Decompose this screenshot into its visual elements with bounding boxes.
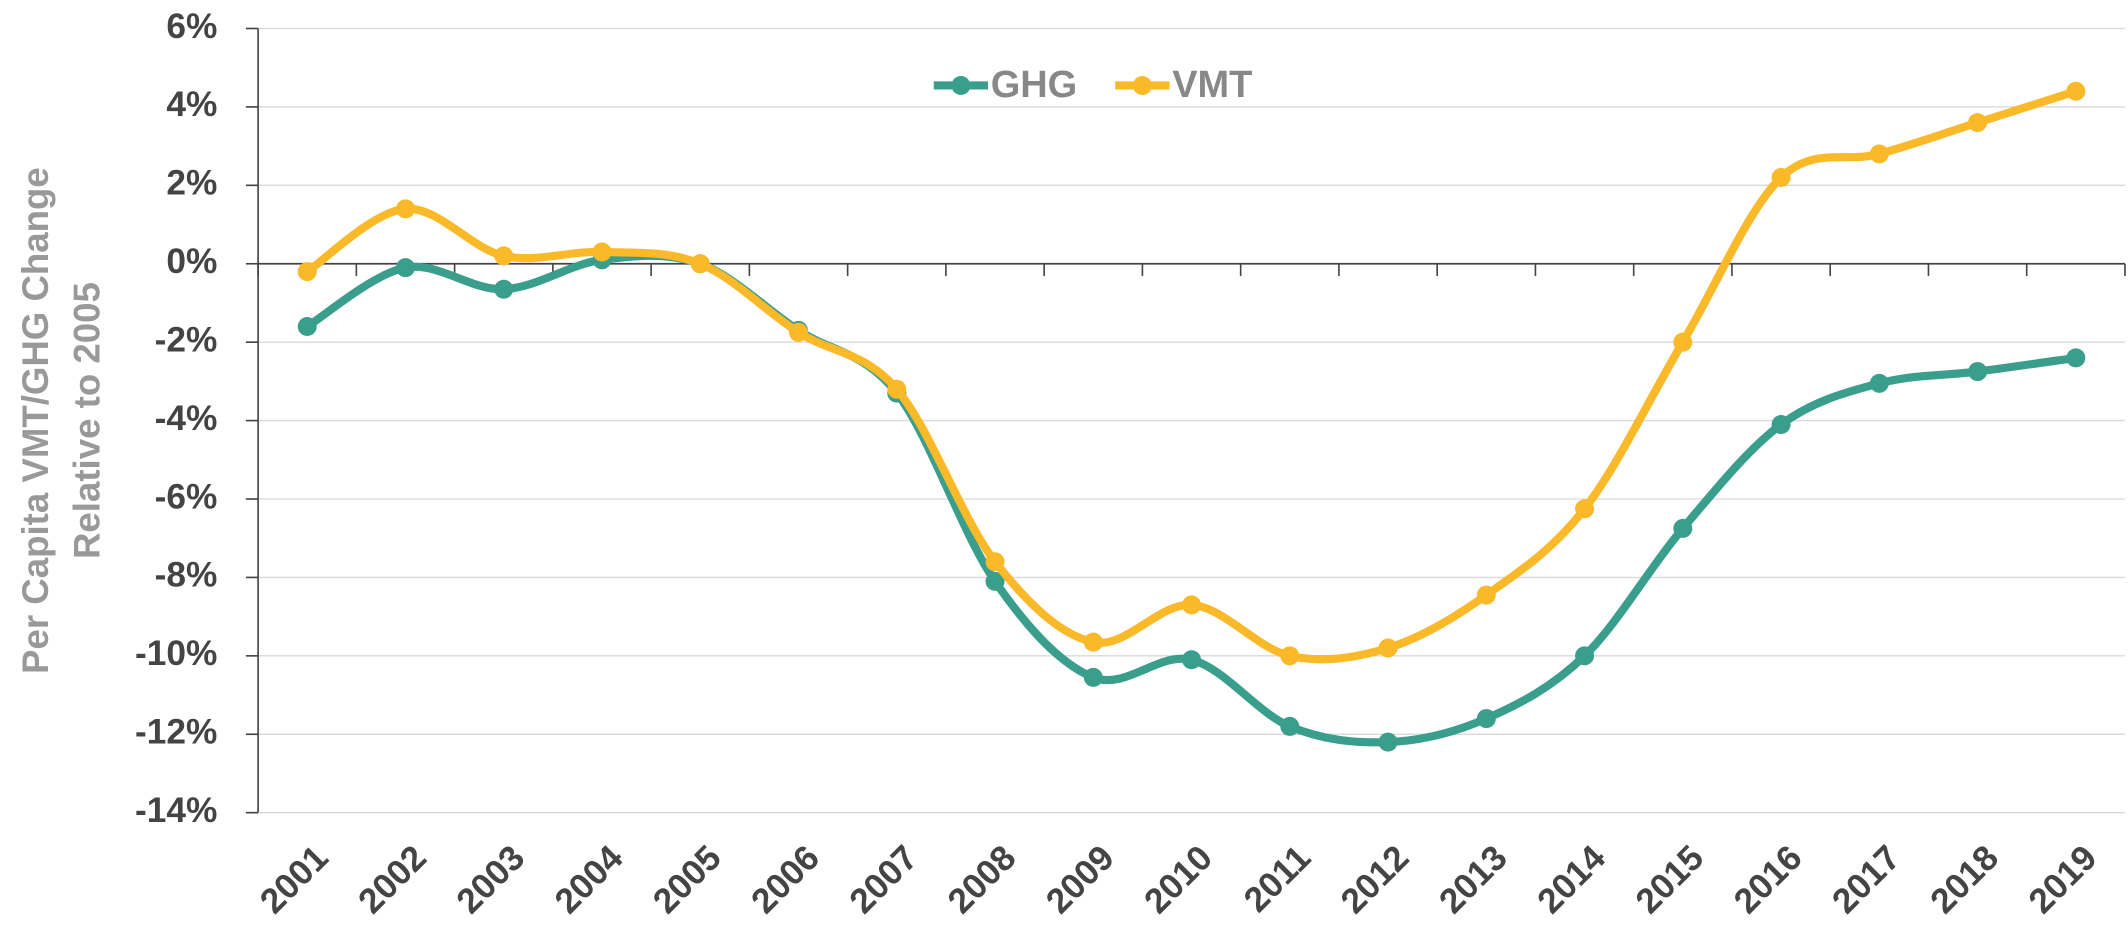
point [1968,113,1988,133]
point [1476,585,1496,605]
x-tick-label: 2004 [547,838,630,921]
point [1083,667,1103,687]
point [985,552,1005,572]
point [1673,332,1693,352]
point [1869,373,1889,393]
x-tick-label: 2017 [1825,838,1908,921]
x-tick-label: 2015 [1628,838,1711,921]
x-tick-label: 2005 [646,838,729,921]
point [1771,167,1791,187]
y-tick-label: -8% [155,556,218,595]
series-line [304,87,2078,664]
x-tick-label: 2019 [2021,838,2104,921]
point [789,322,809,342]
legend-marker [1132,75,1152,95]
point [1378,732,1398,752]
x-tick-label: 2007 [842,838,925,921]
y-tick-label: -4% [155,399,218,438]
point [887,379,907,399]
point [1378,638,1398,658]
x-tick-label: 2001 [253,838,336,921]
x-tick-label: 2012 [1334,838,1417,921]
point [1673,518,1693,538]
x-tick-label: 2016 [1727,838,1810,921]
point [1869,144,1889,164]
y-tick-label: 0% [166,242,217,281]
y-tick-label: 6% [166,7,217,46]
point [1182,595,1202,615]
y-tick-label: -6% [155,477,218,516]
point [1182,650,1202,670]
legend-label: GHG [991,64,1078,106]
point [2066,348,2086,368]
legend-label: VMT [1172,64,1252,106]
point [690,254,710,274]
point [1771,415,1791,435]
point [1476,709,1496,729]
y-tick-label: -12% [135,713,217,752]
point [592,242,612,262]
x-tick-label: 2003 [449,838,532,921]
x-tick-label: 2018 [1923,838,2006,921]
y-tick-label: -14% [135,791,217,830]
point [494,279,514,299]
x-tick-label: 2010 [1137,838,1220,921]
x-tick-label: 2013 [1432,838,1515,921]
y-tick-label: 2% [166,164,217,203]
x-tick-label: 2006 [744,838,827,921]
x-tick-label: 2014 [1530,838,1613,921]
point [1280,646,1300,666]
point [297,262,317,282]
point [2066,81,2086,101]
y-tick-label: -2% [155,320,218,359]
point [985,571,1005,591]
point [395,199,415,219]
point [395,258,415,278]
x-tick-label: 2009 [1039,838,1122,921]
legend-marker [951,75,971,95]
y-tick-label: -10% [135,634,217,673]
x-tick-label: 2011 [1237,838,1319,920]
y-axis-label: Per Capita VMT/GHG Change [15,167,56,674]
point [1083,632,1103,652]
point [1575,499,1595,519]
x-tick-label: 2008 [940,838,1023,921]
y-tick-label: 4% [166,85,217,124]
point [1575,646,1595,666]
point [494,246,514,266]
y-axis-label: Relative to 2005 [67,282,108,559]
point [1280,716,1300,736]
point [1968,362,1988,382]
point [297,316,317,336]
x-tick-label: 2002 [351,838,434,921]
